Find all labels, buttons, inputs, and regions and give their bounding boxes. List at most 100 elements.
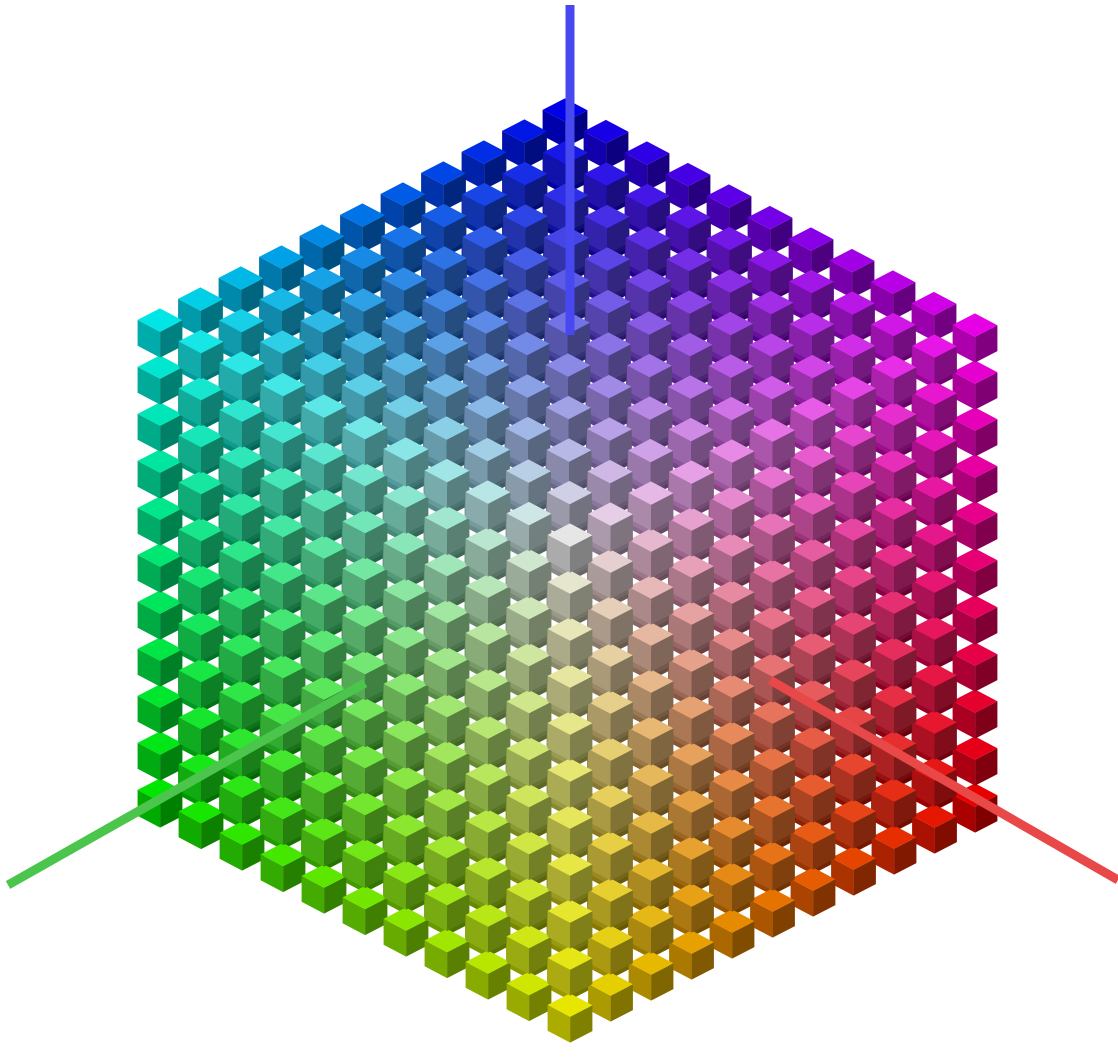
cubelet-top-face <box>871 825 917 849</box>
cubelet-left-face <box>831 481 854 520</box>
cubelet-top-face <box>178 376 224 401</box>
cubelet <box>628 763 674 813</box>
cubelet-top-face <box>547 480 592 505</box>
cubelet <box>585 289 631 340</box>
cubelet-right-face <box>608 301 631 340</box>
cubelet-top-face <box>831 752 876 776</box>
cubelet-left-face <box>383 636 407 675</box>
cubelet-right-face <box>365 709 388 748</box>
cubelet-right-face <box>651 634 674 672</box>
cubelet-left-face <box>342 521 366 560</box>
cubelet-right-face <box>446 428 469 466</box>
cubelet-top-face <box>342 791 388 816</box>
cubelet <box>628 528 674 578</box>
cubelet <box>506 548 552 599</box>
cubelet-left-face <box>587 471 611 510</box>
cubelet <box>301 817 347 867</box>
cubelet-top-face <box>424 881 470 906</box>
cubelet <box>628 481 674 531</box>
cubelet-right-face <box>447 658 470 697</box>
cubelet-left-face <box>137 319 161 358</box>
cubelet-top-face <box>423 331 468 355</box>
cubelet-left-face <box>628 633 652 672</box>
cubelet-top-face <box>666 205 711 229</box>
cubelet-left-face <box>709 826 733 865</box>
cubelet-right-face <box>488 727 511 765</box>
cubelet <box>342 697 388 748</box>
cubelet-left-face <box>628 680 652 719</box>
cubelet-left-face <box>260 807 284 846</box>
cubelet <box>547 946 593 996</box>
cubelet-left-face <box>666 216 689 255</box>
cubelet <box>545 353 591 403</box>
cubelet-right-face <box>730 323 753 362</box>
cubelet <box>301 864 347 914</box>
cubelet-left-face <box>219 597 243 636</box>
cubelet <box>789 312 835 362</box>
cubelet-left-face <box>506 513 530 552</box>
cubelet <box>341 288 386 338</box>
cubelet <box>342 556 388 607</box>
cubelet <box>259 287 305 338</box>
cubelet-top-face <box>342 556 388 581</box>
cubelet-left-face <box>503 215 526 254</box>
cubelet-right-face <box>649 323 672 361</box>
cubelet <box>831 658 876 708</box>
cubelet-top-face <box>871 684 917 708</box>
cubelet-left-face <box>219 503 243 542</box>
cubelet-top-face <box>584 204 630 229</box>
cubelet-top-face <box>790 538 836 562</box>
cubelet-right-face <box>975 325 998 363</box>
cubelet-left-face <box>219 320 242 359</box>
cubelet-right-face <box>934 534 957 572</box>
cubelet-left-face <box>424 470 448 509</box>
cubelet-left-face <box>381 236 404 275</box>
cubelet <box>178 658 224 709</box>
cubelet-left-face <box>871 554 895 593</box>
cubelet-left-face <box>137 366 161 405</box>
cubelet-right-face <box>691 942 714 980</box>
cubelet-right-face <box>527 386 550 424</box>
cubelet-left-face <box>626 280 649 319</box>
cubelet-right-face <box>853 388 876 426</box>
cubelet-right-face <box>160 743 183 781</box>
cubelet-left-face <box>260 525 284 564</box>
cubelet-top-face <box>383 860 429 884</box>
cubelet-top-face <box>542 98 588 122</box>
cubelet-right-face <box>526 258 549 297</box>
cubelet-right-face <box>365 568 388 607</box>
cubelet-left-face <box>830 345 854 384</box>
cubelet <box>383 531 429 581</box>
cubelet-right-face <box>651 728 674 766</box>
cubelet-left-face <box>750 899 773 938</box>
cubelet-top-face <box>342 462 388 487</box>
cubelet <box>586 332 631 382</box>
cubelet <box>952 689 998 739</box>
cubelet-left-face <box>588 560 611 599</box>
cubelet-right-face <box>406 590 429 628</box>
cubelet <box>750 700 795 750</box>
cubelet-left-face <box>342 427 366 466</box>
cubelet <box>462 225 508 275</box>
cubelet-right-face <box>445 300 468 339</box>
cubelet-top-face <box>342 838 388 863</box>
cubelet-top-face <box>790 820 836 844</box>
cubelet-right-face <box>894 696 917 734</box>
cubelet <box>750 888 795 938</box>
cubelet-right-face <box>363 257 386 296</box>
cubelet-top-face <box>137 355 183 379</box>
cubelet-top-face <box>506 783 552 808</box>
cubelet <box>708 354 754 404</box>
cubelet <box>750 559 795 609</box>
cubelet-top-face <box>383 531 429 555</box>
cubelet-right-face <box>201 529 224 568</box>
cubelet <box>301 582 347 632</box>
cubelet-right-face <box>488 962 511 1000</box>
cubelet-right-face <box>606 174 629 212</box>
cubelet-left-face <box>137 507 161 546</box>
cubelet <box>588 925 633 975</box>
cubelet-top-face <box>669 695 714 719</box>
cubelet <box>421 203 467 254</box>
cubelet <box>911 291 957 342</box>
cubelet-left-face <box>464 406 488 445</box>
